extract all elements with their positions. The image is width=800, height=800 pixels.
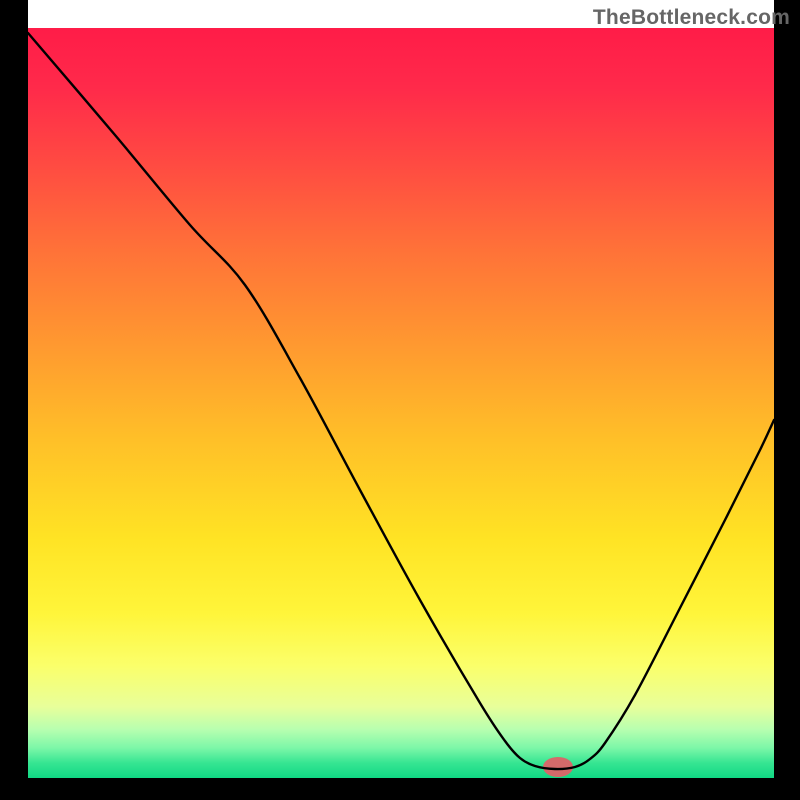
chart-svg xyxy=(0,0,800,800)
optimal-point-marker xyxy=(543,757,573,777)
bottleneck-chart: TheBottleneck.com xyxy=(0,0,800,800)
frame-left xyxy=(0,0,28,800)
plot-background xyxy=(28,28,774,778)
frame-right xyxy=(774,0,800,800)
frame-bottom xyxy=(0,778,800,800)
watermark-text: TheBottleneck.com xyxy=(593,6,790,30)
